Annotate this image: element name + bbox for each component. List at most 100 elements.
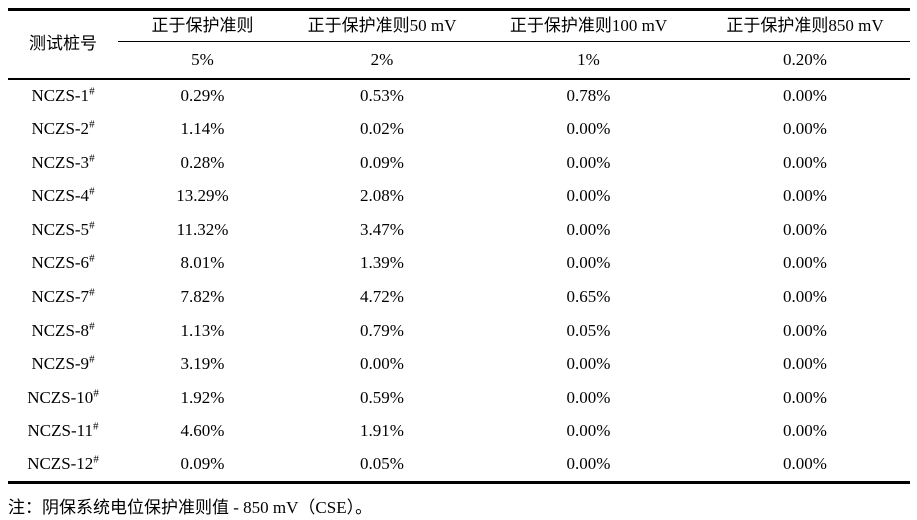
table-row: NCZS-7# 7.82% 4.72% 0.65% 0.00% [8, 281, 910, 315]
table-row: NCZS-11# 4.60% 1.91% 0.00% 0.00% [8, 415, 910, 449]
value-cell: 0.00% [566, 186, 611, 206]
value-cell: 13.29% [176, 186, 229, 206]
station-cell: NCZS-8# [31, 319, 95, 340]
threshold-header-col2: 2% [287, 41, 477, 80]
table-row: NCZS-9# 3.19% 0.00% 0.00% 0.00% [8, 348, 910, 382]
value-cell: 0.00% [566, 119, 611, 139]
station-cell: NCZS-2# [31, 118, 95, 139]
table-body: NCZS-1# 0.29% 0.53% 0.78% 0.00% NCZS-2# 1.14% 0… [8, 79, 910, 482]
value-cell: 1.91% [360, 421, 404, 441]
station-cell: NCZS-11# [27, 420, 99, 441]
value-cell: 0.00% [566, 387, 611, 407]
value-cell: 0.00% [783, 186, 827, 206]
station-marker: # [93, 420, 99, 433]
value-cell: 4.60% [180, 421, 225, 441]
value-cell: 1.92% [180, 387, 225, 407]
station-marker: # [89, 85, 95, 98]
threshold-header-col3: 1% [477, 41, 700, 80]
value-cell: 0.09% [180, 454, 225, 474]
value-cell: 4.72% [360, 287, 404, 307]
station-cell: NCZS-12# [27, 453, 99, 474]
station-marker: # [89, 151, 95, 164]
value-cell: 0.65% [566, 287, 611, 307]
station-cell: NCZS-10# [27, 387, 99, 407]
protection-criteria-table: 测试桩号 正于保护准则 正于保护准则50 mV 正于保护准则100 mV 正于保… [8, 8, 910, 484]
station-cell: NCZS-1# [31, 85, 95, 105]
value-cell: 0.05% [360, 454, 404, 474]
table-row: NCZS-3# 0.28% 0.09% 0.00% 0.00% [8, 146, 910, 180]
value-cell: 0.79% [360, 320, 404, 340]
station-marker: # [93, 453, 99, 466]
station-marker: # [89, 286, 95, 299]
station-marker: # [89, 185, 95, 198]
value-cell: 0.05% [566, 320, 611, 340]
station-marker: # [93, 387, 99, 400]
value-cell: 0.78% [566, 85, 611, 105]
value-cell: 0.00% [783, 152, 827, 172]
value-cell: 1.39% [360, 253, 404, 273]
criteria-header-850mv: 正于保护准则850 mV [700, 9, 910, 42]
value-cell: 8.01% [180, 253, 225, 273]
station-column-header: 测试桩号 [8, 9, 118, 80]
station-cell: NCZS-4# [31, 185, 95, 206]
value-cell: 0.53% [360, 85, 404, 105]
value-cell: 0.00% [566, 219, 611, 239]
station-marker: # [89, 353, 95, 366]
criteria-header-50mv: 正于保护准则50 mV [287, 9, 477, 42]
value-cell: 7.82% [180, 287, 225, 307]
station-cell: NCZS-5# [31, 219, 95, 239]
station-cell: NCZS-7# [31, 286, 95, 307]
table-row: NCZS-1# 0.29% 0.53% 0.78% 0.00% [8, 79, 910, 113]
criteria-header-5pct: 正于保护准则 [118, 9, 287, 42]
value-cell: 0.00% [783, 287, 827, 307]
criteria-header-row: 测试桩号 正于保护准则 正于保护准则50 mV 正于保护准则100 mV 正于保… [8, 9, 910, 80]
value-cell: 0.59% [360, 387, 404, 407]
value-cell: 0.00% [783, 320, 827, 340]
table-row: NCZS-2# 1.14% 0.02% 0.00% 0.00% [8, 113, 910, 147]
station-marker: # [89, 219, 95, 232]
value-cell: 0.28% [180, 152, 225, 172]
table-row: NCZS-10# 1.92% 0.59% 0.00% 0.00% [8, 381, 910, 415]
value-cell: 0.00% [566, 253, 611, 273]
value-cell: 0.00% [783, 219, 827, 239]
value-cell: 0.09% [360, 152, 404, 172]
value-cell: 1.14% [180, 119, 225, 139]
value-cell: 0.00% [566, 421, 611, 441]
table-header: 测试桩号 正于保护准则 正于保护准则50 mV 正于保护准则100 mV 正于保… [8, 9, 910, 80]
threshold-header-col1: 5% [118, 41, 287, 80]
value-cell: 0.00% [783, 85, 827, 105]
table-row: NCZS-6# 8.01% 1.39% 0.00% 0.00% [8, 247, 910, 281]
value-cell: 0.02% [360, 119, 404, 139]
value-cell: 2.08% [360, 186, 404, 206]
value-cell: 3.47% [360, 219, 404, 239]
table-row: NCZS-12# 0.09% 0.05% 0.00% 0.00% [8, 449, 910, 483]
table-footnote: 注：阴保系统电位保护准则值 - 850 mV（CSE）。 [8, 498, 373, 517]
value-cell: 1.13% [180, 320, 225, 340]
value-cell: 0.00% [783, 421, 827, 441]
table-row: NCZS-5# 11.32% 3.47% 0.00% 0.00% [8, 213, 910, 247]
value-cell: 0.00% [783, 119, 827, 139]
value-cell: 0.00% [783, 387, 827, 407]
station-marker: # [89, 319, 95, 332]
value-cell: 0.00% [783, 454, 827, 474]
value-cell: 0.00% [783, 253, 827, 273]
value-cell: 11.32% [176, 219, 229, 239]
criteria-header-100mv: 正于保护准则100 mV [477, 9, 700, 42]
threshold-header-col4: 0.20% [700, 41, 910, 80]
station-cell: NCZS-9# [31, 353, 95, 374]
value-cell: 0.00% [566, 454, 611, 474]
station-marker: # [89, 252, 95, 265]
station-cell: NCZS-3# [31, 151, 95, 172]
value-cell: 0.00% [566, 152, 611, 172]
station-cell: NCZS-6# [31, 252, 95, 273]
table-row: NCZS-8# 1.13% 0.79% 0.05% 0.00% [8, 314, 910, 348]
value-cell: 0.00% [566, 354, 611, 374]
value-cell: 0.00% [783, 354, 827, 374]
value-cell: 0.00% [360, 354, 404, 374]
threshold-header-row: 5% 2% 1% 0.20% [8, 41, 910, 80]
table-row: NCZS-4# 13.29% 2.08% 0.00% 0.00% [8, 180, 910, 214]
value-cell: 3.19% [180, 354, 225, 374]
value-cell: 0.29% [180, 85, 225, 105]
station-marker: # [89, 118, 95, 131]
